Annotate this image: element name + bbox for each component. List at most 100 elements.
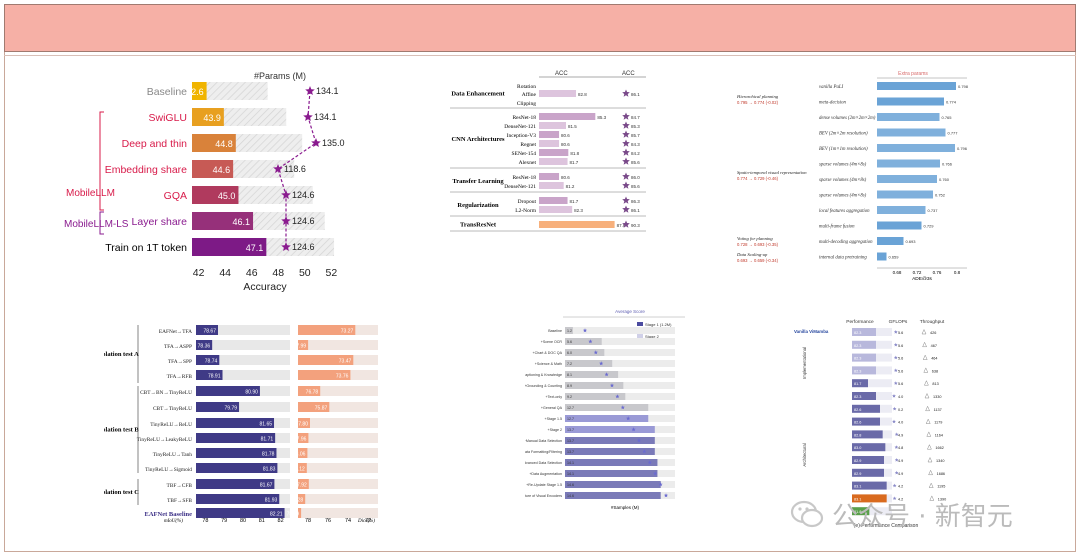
dice-track	[298, 433, 378, 443]
row-label: +Advanced Data Selection	[525, 461, 562, 465]
accuracy-value-label: 46.1	[233, 217, 251, 227]
gflops-marker	[893, 381, 898, 385]
dice-value-label: 75.87	[315, 406, 328, 412]
acc-bar	[539, 140, 560, 147]
row-label: Rotation	[517, 84, 536, 90]
row-label: +Data Formatting/Filtering	[525, 450, 562, 454]
row-label: EAFNet→TFA	[159, 329, 192, 335]
ade-value-label: 0.774	[946, 100, 957, 105]
ablation-test-label: Ablation test A	[104, 351, 139, 358]
avg-score-marker	[615, 394, 620, 399]
perf-bar	[852, 481, 887, 490]
ade-value-label: 0.693	[906, 239, 917, 244]
ade-value-label: 0.765	[942, 115, 953, 120]
legend-label: Stage 2	[645, 334, 660, 339]
row-label: TFA→SPP	[168, 359, 192, 365]
acc-value-label: 81.7	[570, 160, 579, 165]
row-label: TinyReLU→Sigmoid	[145, 467, 192, 473]
accuracy-bar	[192, 186, 239, 204]
acc-header: ACC	[622, 71, 635, 77]
wechat-icon	[790, 497, 824, 531]
gflops-marker	[892, 483, 897, 488]
row-label: Regnet	[520, 142, 536, 148]
acc-star-marker	[622, 196, 630, 204]
ade-bar	[877, 252, 887, 261]
perf-value-label: 82.6	[854, 408, 861, 412]
category-label: Baseline	[147, 86, 187, 98]
params-value-label: 118.6	[284, 164, 306, 174]
throughput-marker	[924, 380, 929, 386]
throughput-value-label: 467	[931, 344, 937, 348]
dice-bar	[298, 433, 309, 443]
legend-swatch	[637, 334, 643, 338]
perf-bar	[852, 468, 884, 477]
row-label: sparse volumes (4m×8s)	[819, 194, 867, 199]
acc-value-label: 81.5	[568, 124, 577, 129]
samples-value-label: 6.0	[567, 351, 572, 355]
dice-bar	[298, 508, 302, 518]
gflops-value-label: 0.2	[898, 408, 903, 412]
x-tick-label: 46	[246, 267, 258, 279]
planning-ablation-chart: Extra params vanilla PaLI 0.798 meta-decisi…	[736, 71, 969, 280]
samples-value-label: 5.6	[567, 340, 572, 344]
x-tick-label: 76	[325, 518, 331, 524]
row-label: multi-decoding aggregation	[819, 240, 873, 245]
gflops-value-label: 5.6	[898, 344, 903, 348]
side-note-delta: 0.795 → 0.774 (-0.02)	[737, 100, 779, 105]
ade-bar	[877, 237, 904, 245]
row-label: TinyReLU→Tanh	[153, 452, 193, 458]
row-label: ResNet-18	[512, 175, 536, 181]
row-track	[565, 349, 675, 356]
miou-bar	[196, 370, 223, 380]
x-tick-label: 44	[219, 267, 231, 279]
acc-star-marker	[622, 121, 630, 129]
ade-value-label: 0.752	[935, 193, 946, 198]
dice-track	[298, 402, 378, 412]
side-label-implementational: Implementational	[802, 347, 807, 379]
group-label-mobilellm: MobileLLM	[66, 188, 115, 199]
gflops-value-label: 5.6	[898, 369, 903, 373]
throughput-marker	[922, 354, 928, 360]
perf-bar	[852, 340, 876, 349]
perf-value-label: 81.7	[854, 382, 861, 386]
row-label: +Text-only	[546, 395, 563, 399]
perf-value-label: 82.9	[854, 472, 861, 476]
first-row-label: Vanilla ViMamba	[794, 329, 829, 334]
acc-value-label: 85.3	[631, 124, 640, 129]
row-label: +Stage 1.5	[545, 417, 563, 421]
perf-bar	[852, 494, 887, 503]
x-tick-label: 0.76	[933, 270, 942, 275]
mobilellm-ls-bracket	[99, 211, 104, 235]
acc-value-label: 85.6	[631, 184, 640, 189]
dice-track	[298, 386, 378, 396]
samples-value-label: 7.2	[567, 362, 572, 366]
row-label: L2-Norm	[515, 208, 536, 214]
row-track	[565, 338, 675, 345]
acc-bar	[539, 158, 568, 165]
avg-score-marker	[626, 416, 631, 421]
dice-bar	[298, 479, 309, 489]
acc-bar	[539, 90, 577, 97]
throughput-value-label: 638	[932, 369, 938, 373]
row-label: EAFNet Baseline	[145, 511, 193, 518]
dice-track	[298, 463, 378, 473]
row-label: SENet-154	[512, 151, 537, 157]
dice-value-label: 78.06	[293, 452, 306, 458]
dice-value-label: 77.96	[294, 437, 307, 443]
gflops-marker	[893, 342, 898, 347]
x-tick-label: 0.72	[913, 270, 922, 275]
x-tick-label: 42	[193, 267, 205, 279]
acc-value-label: 81.2	[566, 184, 575, 189]
samples-value-label: 14.1	[567, 461, 574, 465]
perf-value-label: 82.3	[854, 331, 861, 335]
params-star-marker	[305, 86, 315, 95]
gflops-marker	[893, 330, 898, 334]
gflops-marker	[892, 496, 897, 500]
ade-value-label: 0.737	[928, 208, 939, 213]
acc-value-label: 80.6	[561, 133, 570, 138]
dice-value-label: 73.76	[336, 374, 349, 380]
row-label: +Scene OCR	[541, 340, 563, 344]
x-tick-label: 79	[221, 518, 227, 524]
perf-track	[852, 507, 892, 516]
